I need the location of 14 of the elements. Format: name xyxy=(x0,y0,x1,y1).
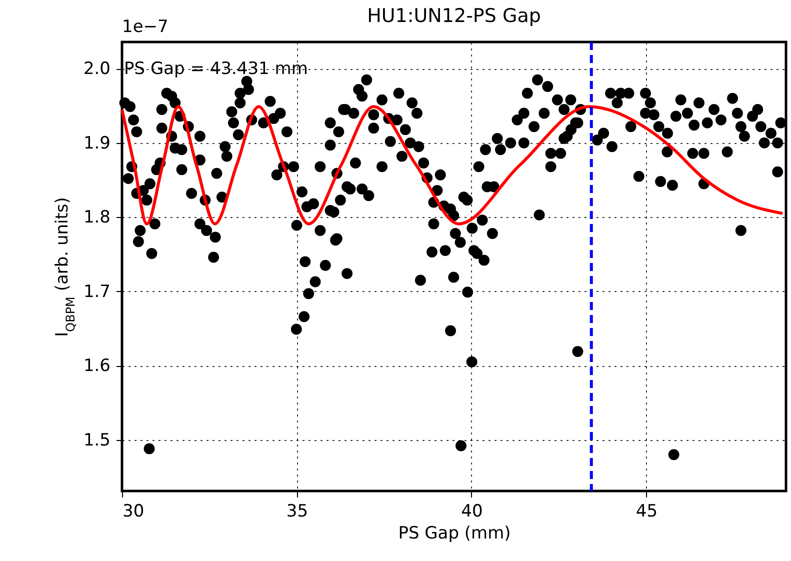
y-tick-label: 1.8 xyxy=(83,208,110,228)
chart-title: HU1:UN12-PS Gap xyxy=(367,5,541,27)
x-tick-label: 45 xyxy=(636,502,658,522)
x-tick-label: 40 xyxy=(461,502,483,522)
text: 1e−7 xyxy=(122,17,168,37)
y-tick-label: 2.0 xyxy=(83,59,110,80)
y-tick-label: 1.9 xyxy=(83,133,110,154)
y-tick-label: 1.5 xyxy=(83,430,110,450)
y-tick-label: 1.7 xyxy=(83,282,110,302)
annotation: PS Gap = 43.431 mm xyxy=(124,59,308,79)
y-tick-label: 1.6 xyxy=(83,356,110,376)
x-tick-label: 30 xyxy=(122,502,144,522)
x-tick-label: 35 xyxy=(286,502,308,522)
x-axis-title: PS Gap (mm) xyxy=(398,524,511,544)
